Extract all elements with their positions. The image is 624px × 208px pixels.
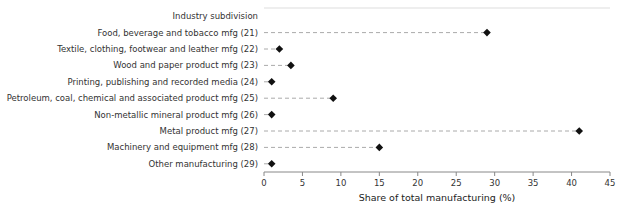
lollipop-stem [264,131,579,132]
lollipop-marker [483,29,491,37]
y-tick-label: Non-metallic mineral product mfg (26) [94,110,258,120]
x-tick-label: 10 [335,178,346,188]
chart: Industry subdivision Food, beverage and t… [0,0,624,208]
y-tick-label: Petroleum, coal, chemical and associated… [7,93,258,103]
x-tick [340,172,341,176]
y-tick-label: Industry subdivision [173,11,258,21]
lollipop-marker [575,127,583,135]
lollipop-marker [329,94,337,102]
lollipop-marker [268,160,276,168]
y-tick-label: Textile, clothing, footwear and leather … [56,44,258,54]
lollipop-stem [264,98,333,99]
lollipop-marker [268,111,276,119]
x-axis-title: Share of total manufacturing (%) [359,192,516,203]
x-tick [379,172,380,176]
x-axis-line [264,172,610,173]
x-axis-ticks: 0 5 10 15 20 25 30 35 40 45 [261,172,615,188]
x-tick-label: 0 [261,178,266,188]
x-tick-label: 20 [412,178,423,188]
lollipop-marker [376,144,384,152]
x-tick-label: 40 [566,178,577,188]
x-tick-label: 45 [605,178,616,188]
lollipop-marker [276,45,284,53]
x-tick [610,172,611,176]
x-tick-label: 35 [528,178,539,188]
x-tick [494,172,495,176]
lollipop-stem [264,147,379,148]
plot-top-border [264,8,610,9]
lollipop-marker [268,78,276,86]
y-tick-label: Food, beverage and tobacco mfg (21) [97,28,258,38]
y-tick-label: Metal product mfg (27) [160,126,258,136]
y-tick-label: Wood and paper product mfg (23) [113,60,258,70]
x-tick [264,172,265,176]
y-tick-label: Other manufacturing (29) [149,159,258,169]
y-axis-labels: Industry subdivision Food, beverage and t… [7,11,258,169]
x-tick [417,172,418,176]
lollipop-stem [264,32,487,33]
x-tick [533,172,534,176]
lollipop-stem [264,65,291,66]
x-tick-label: 25 [451,178,462,188]
x-tick [302,172,303,176]
x-tick-label: 15 [374,178,385,188]
marks [264,29,583,168]
x-tick [456,172,457,176]
x-tick-label: 30 [489,178,500,188]
x-tick-label: 5 [300,178,305,188]
y-tick-label: Machinery and equipment mfg (28) [107,142,258,152]
lollipop-marker [287,62,295,70]
y-tick-label: Printing, publishing and recorded media … [68,77,258,87]
x-tick [571,172,572,176]
